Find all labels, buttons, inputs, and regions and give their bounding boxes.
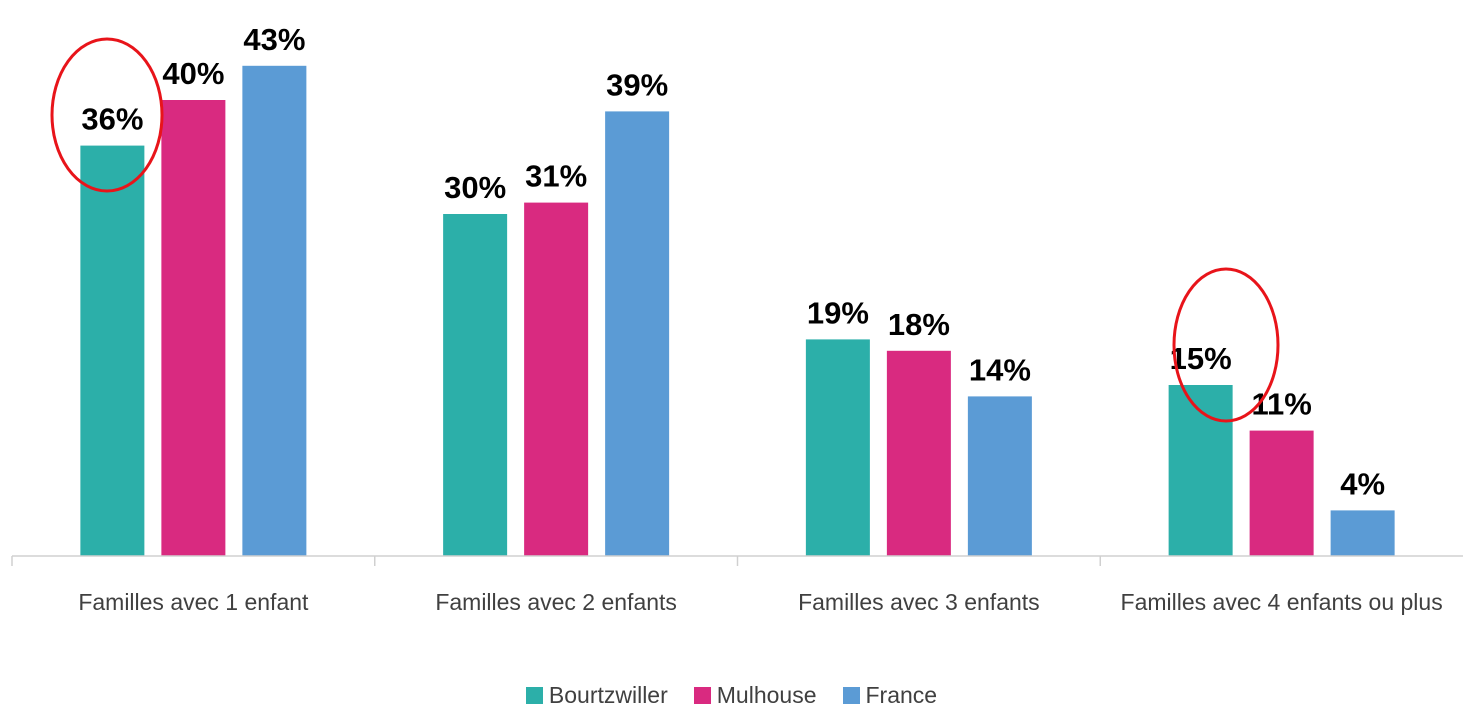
legend-swatch: [525, 687, 543, 704]
bar: [1249, 430, 1314, 556]
x-tick-label: Familles avec 3 enfants: [798, 589, 1040, 615]
highlight-circle: [1172, 267, 1280, 423]
data-label: 4%: [1340, 466, 1385, 501]
legend-label: France: [865, 682, 938, 708]
bar: [443, 214, 508, 556]
bar: [805, 339, 870, 556]
x-tick-label: Familles avec 1 enfant: [78, 589, 309, 615]
bar: [1330, 510, 1395, 556]
legend-item: Mulhouse: [693, 682, 817, 709]
bar: [886, 350, 951, 556]
data-label: 14%: [969, 352, 1031, 387]
data-label: 36%: [81, 102, 143, 137]
data-label: 15%: [1170, 341, 1232, 376]
x-tick-label: Familles avec 2 enfants: [435, 589, 677, 615]
legend-label: Mulhouse: [716, 682, 817, 708]
legend-swatch: [693, 687, 711, 704]
bar: [524, 202, 589, 556]
legend-swatch: [842, 687, 860, 704]
highlight-circle: [50, 37, 164, 193]
data-label: 43%: [243, 22, 305, 57]
x-tick-label: Familles avec 4 enfants ou plus: [1120, 589, 1443, 615]
data-label: 11%: [1251, 387, 1311, 422]
bar: [242, 65, 307, 557]
data-label: 30%: [444, 170, 506, 205]
data-label: 31%: [525, 159, 587, 194]
legend-item: France: [842, 682, 938, 709]
data-label: 39%: [606, 67, 668, 102]
legend-label: Bourtzwiller: [548, 682, 668, 708]
legend: Bourtzwiller Mulhouse France: [0, 682, 1463, 709]
bar: [967, 396, 1032, 556]
bar: [605, 111, 670, 557]
data-label: 19%: [807, 295, 869, 330]
legend-item: Bourtzwiller: [525, 682, 668, 709]
data-label: 18%: [888, 307, 950, 342]
bar: [80, 145, 145, 556]
data-label: 40%: [162, 56, 224, 91]
bar: [161, 100, 226, 556]
